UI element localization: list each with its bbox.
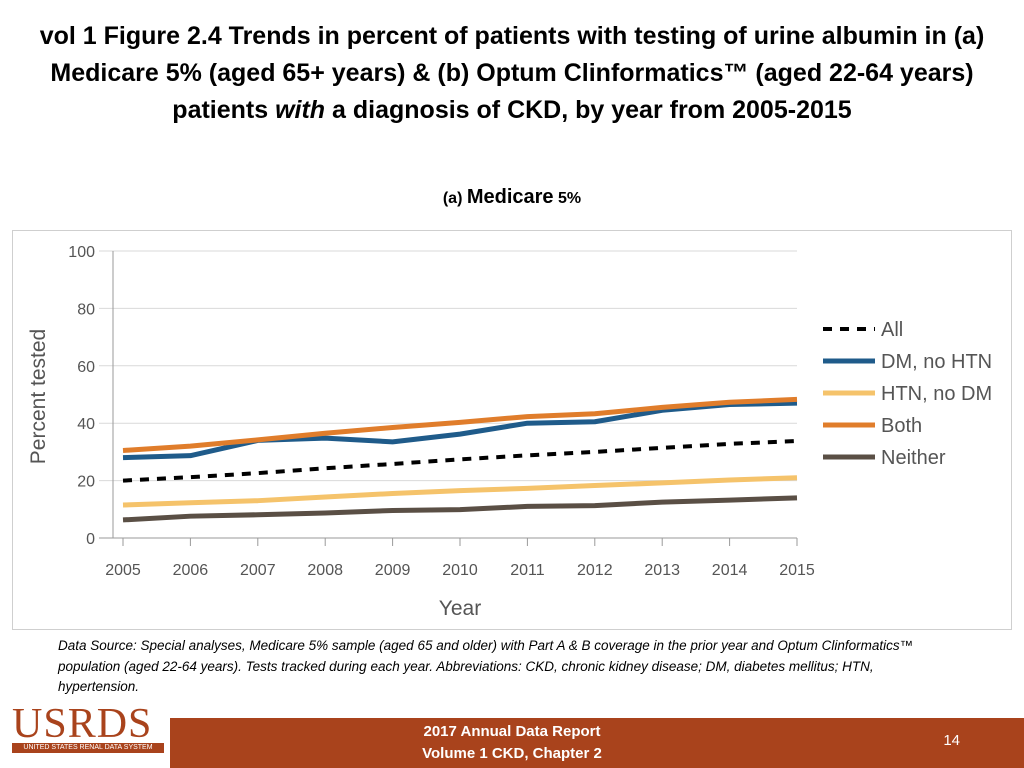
panel-suffix: 5%	[553, 190, 582, 207]
panel-prefix: (a)	[442, 190, 467, 207]
legend-label: Both	[881, 415, 922, 437]
data-source-note: Data Source: Special analyses, Medicare …	[58, 638, 914, 694]
slide-title: vol 1 Figure 2.4 Trends in percent of pa…	[12, 18, 1012, 129]
logo-subtext: UNITED STATES RENAL DATA SYSTEM	[12, 743, 164, 753]
x-tick-label: 2008	[307, 562, 343, 579]
usrds-logo: USRDS UNITED STATES RENAL DATA SYSTEM	[12, 703, 164, 753]
line-chart: 0 20 40 60 80 100 2005 2006 2007 2008 2009 2010 2011…	[27, 244, 992, 620]
footer-report: 2017 Annual Data Report Volume 1 CKD, Ch…	[170, 718, 854, 768]
footer-report-line2: Volume 1 CKD, Chapter 2	[422, 745, 602, 762]
y-tick-label: 0	[86, 531, 95, 548]
title-emphasis: with	[275, 96, 326, 124]
panel-title: (a) Medicare 5%	[0, 186, 1024, 209]
logo-wordmark: USRDS	[12, 701, 153, 747]
page-number: 14	[943, 732, 960, 749]
footer-bar	[170, 718, 1024, 768]
panel-name: Medicare	[466, 186, 554, 208]
x-tick-label: 2012	[577, 562, 613, 579]
title-text-part2: a diagnosis of CKD, by year from 2005-20…	[325, 96, 852, 124]
footer: 2017 Annual Data Report Volume 1 CKD, Ch…	[0, 718, 1024, 768]
legend-label: HTN, no DM	[881, 383, 992, 405]
x-tick-label: 2014	[712, 562, 748, 579]
x-tick-label: 2005	[105, 562, 141, 579]
x-axis-title: Year	[439, 597, 481, 620]
y-tick-label: 80	[77, 301, 95, 318]
x-tick-label: 2013	[644, 562, 680, 579]
legend-label: All	[881, 319, 903, 341]
footer-report-line1: 2017 Annual Data Report	[423, 723, 601, 740]
series-line-all	[122, 438, 798, 483]
y-tick-label: 60	[77, 359, 95, 376]
series-line-dm-no-htn	[122, 400, 798, 461]
y-tick-label: 100	[68, 244, 95, 261]
y-tick-label: 20	[77, 474, 95, 491]
x-tick-label: 2011	[510, 562, 545, 579]
legend-label: Neither	[881, 447, 946, 469]
y-tick-label: 40	[77, 416, 95, 433]
title-text-part1: vol 1 Figure 2.4 Trends in percent of pa…	[39, 22, 985, 124]
series-line-neither	[122, 495, 798, 523]
legend-label: DM, no HTN	[881, 351, 992, 373]
chart-frame: 0 20 40 60 80 100 2005 2006 2007 2008 2009 2010 2011…	[12, 230, 1012, 630]
series-line-both	[122, 396, 798, 453]
x-tick-label: 2010	[442, 562, 478, 579]
x-tick-label: 2015	[779, 562, 815, 579]
y-axis-title: Percent tested	[27, 329, 50, 464]
x-tick-label: 2009	[375, 562, 411, 579]
x-tick-label: 2007	[240, 562, 276, 579]
series-line-htn-no-dm	[122, 475, 798, 508]
x-tick-label: 2006	[173, 562, 209, 579]
